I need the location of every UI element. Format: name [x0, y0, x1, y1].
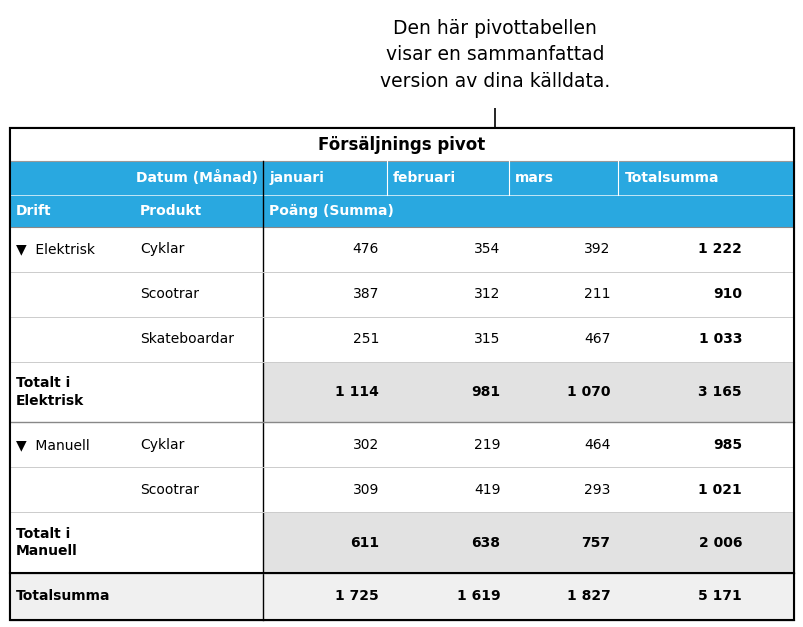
Text: 354: 354 — [474, 243, 500, 256]
Text: 2 006: 2 006 — [698, 535, 741, 549]
Text: Datum (Månad): Datum (Månad) — [136, 171, 258, 186]
Bar — [263, 512, 793, 573]
Text: 387: 387 — [353, 287, 379, 302]
Text: 219: 219 — [474, 438, 500, 452]
Text: 611: 611 — [349, 535, 379, 549]
Bar — [10, 317, 793, 362]
Text: ▼  Manuell: ▼ Manuell — [16, 438, 90, 452]
Text: Drift: Drift — [16, 204, 51, 218]
Text: Scootrar: Scootrar — [140, 287, 198, 302]
Bar — [10, 423, 793, 467]
Text: februari: februari — [393, 171, 455, 185]
Text: 1 827: 1 827 — [566, 589, 609, 603]
Bar — [10, 161, 793, 195]
Text: 1 070: 1 070 — [566, 385, 609, 399]
Bar — [10, 362, 263, 423]
Bar — [10, 128, 793, 161]
Text: 1 619: 1 619 — [456, 589, 500, 603]
Text: Totalsumma: Totalsumma — [624, 171, 718, 185]
Text: Skateboardar: Skateboardar — [140, 332, 234, 346]
Bar — [10, 467, 793, 512]
Text: 251: 251 — [353, 332, 379, 346]
Text: 910: 910 — [712, 287, 741, 302]
Text: Produkt: Produkt — [140, 204, 202, 218]
Text: 419: 419 — [474, 483, 500, 497]
Text: 476: 476 — [353, 243, 379, 256]
Bar — [10, 272, 793, 317]
Text: Cyklar: Cyklar — [140, 243, 184, 256]
Text: 981: 981 — [471, 385, 500, 399]
Text: 1 222: 1 222 — [697, 243, 741, 256]
Text: 464: 464 — [583, 438, 609, 452]
Text: Totalsumma: Totalsumma — [16, 589, 110, 603]
Text: 757: 757 — [581, 535, 609, 549]
Text: mars: mars — [514, 171, 553, 185]
Text: 302: 302 — [353, 438, 379, 452]
Text: Totalt i
Manuell: Totalt i Manuell — [16, 527, 78, 558]
Bar — [10, 227, 793, 272]
Text: 392: 392 — [583, 243, 609, 256]
Bar — [10, 128, 793, 620]
Text: 1 033: 1 033 — [698, 332, 741, 346]
Text: 309: 309 — [353, 483, 379, 497]
Text: 467: 467 — [583, 332, 609, 346]
Text: 5 171: 5 171 — [698, 589, 741, 603]
Bar — [263, 362, 793, 423]
Text: 211: 211 — [583, 287, 609, 302]
Text: 312: 312 — [474, 287, 500, 302]
Text: Scootrar: Scootrar — [140, 483, 198, 497]
Bar — [10, 195, 793, 227]
Bar — [10, 573, 793, 620]
Text: ▼  Elektrisk: ▼ Elektrisk — [16, 243, 95, 256]
Bar — [10, 128, 793, 620]
Text: 293: 293 — [583, 483, 609, 497]
Text: 1 114: 1 114 — [335, 385, 379, 399]
Text: 1 725: 1 725 — [335, 589, 379, 603]
Text: 315: 315 — [474, 332, 500, 346]
Text: 638: 638 — [471, 535, 500, 549]
Text: Totalt i
Elektrisk: Totalt i Elektrisk — [16, 376, 84, 408]
Text: Försäljnings pivot: Försäljnings pivot — [318, 135, 485, 154]
Text: Den här pivottabellen
visar en sammanfattad
version av dina källdata.: Den här pivottabellen visar en sammanfat… — [379, 19, 609, 91]
Text: Poäng (Summa): Poäng (Summa) — [269, 204, 393, 218]
Text: 985: 985 — [712, 438, 741, 452]
Text: 3 165: 3 165 — [698, 385, 741, 399]
Text: januari: januari — [269, 171, 324, 185]
Text: 1 021: 1 021 — [698, 483, 741, 497]
Bar — [10, 512, 263, 573]
Text: Cyklar: Cyklar — [140, 438, 184, 452]
